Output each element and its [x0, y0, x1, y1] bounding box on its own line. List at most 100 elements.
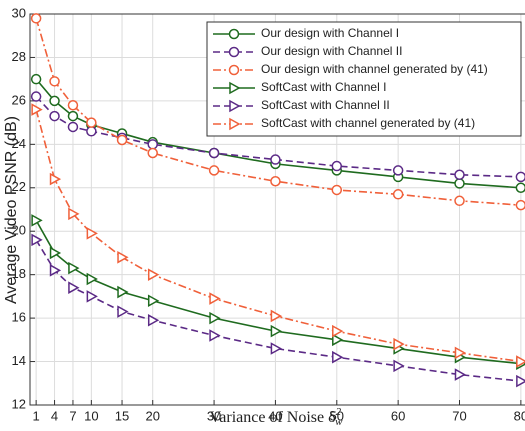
y-tick-label: 22: [12, 179, 26, 194]
legend-label: Our design with channel generated by (41…: [261, 62, 488, 76]
marker: [270, 309, 282, 323]
line: [35, 18, 521, 206]
y-tick-label: 14: [12, 353, 26, 368]
x-tick-label: 4: [51, 408, 58, 423]
marker: [209, 292, 221, 305]
y-tick-label: 20: [12, 223, 26, 238]
legend-box: [206, 21, 522, 137]
series: [31, 214, 525, 371]
marker: [49, 172, 62, 186]
marker: [209, 311, 221, 325]
y-tick-label: 28: [12, 49, 26, 64]
marker: [68, 207, 80, 221]
marker: [393, 359, 405, 373]
marker: [49, 264, 62, 277]
marker: [515, 182, 525, 194]
marker: [332, 324, 344, 338]
marker: [117, 251, 129, 264]
marker: [270, 176, 281, 187]
marker: [208, 165, 220, 176]
x-tick-label: 20: [145, 408, 159, 423]
y-tick-label: 30: [12, 5, 26, 20]
legend-marker: [229, 117, 241, 131]
marker: [393, 337, 405, 351]
legend-marker: [228, 28, 240, 40]
series: [30, 13, 525, 211]
x-tick-label: 80: [514, 408, 525, 423]
legend-label: Our design with Channel II: [261, 44, 402, 58]
marker: [147, 147, 158, 159]
legend: Our design with Channel I Our design with…: [206, 21, 522, 137]
marker: [270, 154, 281, 165]
marker: [516, 374, 525, 388]
marker: [30, 91, 42, 102]
plot-frame: [29, 13, 525, 406]
marker: [117, 305, 129, 318]
x-tick-label: 60: [391, 408, 405, 423]
marker: [86, 290, 98, 303]
marker: [454, 169, 465, 180]
legend-label: SoftCast with Channel II: [261, 98, 390, 112]
marker: [68, 261, 80, 275]
marker: [86, 117, 97, 128]
legend-marker: [229, 81, 241, 95]
marker: [331, 160, 343, 172]
marker: [209, 329, 221, 342]
marker: [516, 355, 525, 368]
marker: [454, 178, 465, 189]
marker: [147, 139, 158, 150]
marker: [454, 195, 465, 207]
marker: [30, 73, 42, 85]
marker: [208, 147, 220, 159]
legend-marker: [228, 46, 240, 58]
x-tick-label: 1: [33, 408, 40, 423]
x-tick-label: 7: [69, 408, 76, 423]
marker: [270, 342, 282, 355]
marker: [332, 333, 344, 347]
marker: [31, 233, 43, 247]
x-tick-label: 70: [452, 408, 466, 423]
marker: [454, 368, 467, 381]
marker: [49, 76, 60, 87]
legend-label: SoftCast with channel generated by (41): [261, 116, 475, 130]
marker: [332, 350, 344, 364]
marker: [49, 246, 62, 260]
marker: [392, 165, 404, 176]
legend-marker: [228, 64, 240, 76]
marker: [31, 214, 43, 227]
marker: [515, 171, 525, 183]
y-axis-label: Average Video PSNR (dB): [3, 116, 20, 304]
marker: [331, 184, 343, 196]
x-axis-label: Variance of Noise δ2 w: [210, 406, 344, 428]
marker: [49, 110, 60, 122]
x-tick-label: 40: [268, 408, 282, 423]
y-tick-label: 26: [12, 92, 26, 107]
legend-label: Our design with Channel I: [261, 26, 399, 40]
marker: [270, 324, 282, 338]
y-tick-label: 16: [12, 310, 26, 325]
y-tick-label: 18: [12, 266, 26, 281]
y-tick-label: 12: [12, 396, 26, 411]
marker: [86, 272, 98, 286]
x-tick-label: 15: [115, 408, 129, 423]
marker: [31, 103, 43, 116]
x-tick-label: 50: [330, 408, 344, 423]
marker: [116, 134, 128, 146]
marker: [30, 13, 42, 24]
legend-marker: [229, 99, 241, 113]
x-tick-label: 30: [207, 408, 221, 423]
series: [31, 233, 525, 388]
marker: [147, 294, 160, 308]
marker: [86, 227, 98, 240]
marker: [67, 121, 79, 133]
marker: [67, 99, 79, 111]
y-tick-label: 24: [12, 136, 26, 151]
marker: [147, 314, 160, 327]
marker: [392, 189, 404, 200]
marker: [147, 268, 160, 281]
x-tick-label: 10: [84, 408, 98, 423]
line: [35, 109, 521, 363]
series: [31, 103, 525, 368]
marker: [454, 346, 467, 360]
